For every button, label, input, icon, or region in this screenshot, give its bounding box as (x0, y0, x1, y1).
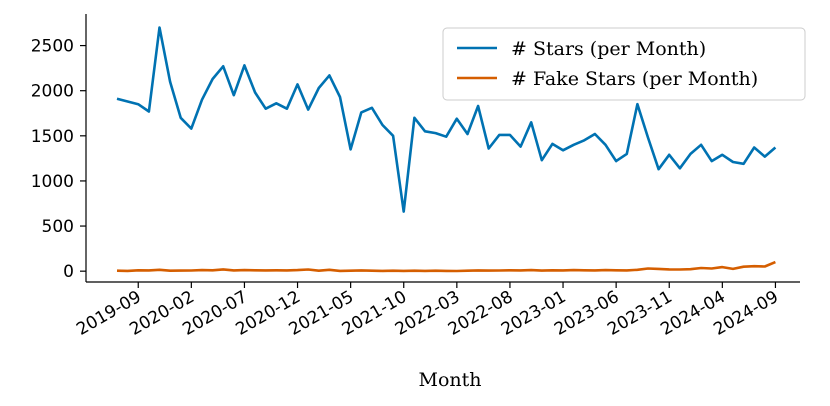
legend-label-0: # Stars (per Month) (511, 38, 706, 60)
legend: # Stars (per Month) # Fake Stars (per Mon… (442, 27, 806, 101)
plot-area (116, 26, 777, 273)
y-tick-label: 500 (42, 217, 74, 237)
series-line-0 (116, 26, 777, 213)
x-axis: 2019-092020-022020-072020-122021-052021-… (73, 281, 800, 340)
x-axis-title: Month (418, 369, 481, 391)
y-tick-label: 2500 (31, 37, 74, 57)
y-tick-label: 0 (63, 262, 74, 282)
legend-box (442, 27, 806, 101)
series-line-1 (116, 260, 776, 273)
y-axis: 0 500 1000 1500 2000 2500 (31, 14, 87, 282)
y-tick-label: 1000 (31, 172, 74, 192)
legend-label-1: # Fake Stars (per Month) (511, 68, 758, 90)
y-tick-label: 1500 (31, 127, 74, 147)
y-tick-label: 2000 (31, 82, 74, 102)
